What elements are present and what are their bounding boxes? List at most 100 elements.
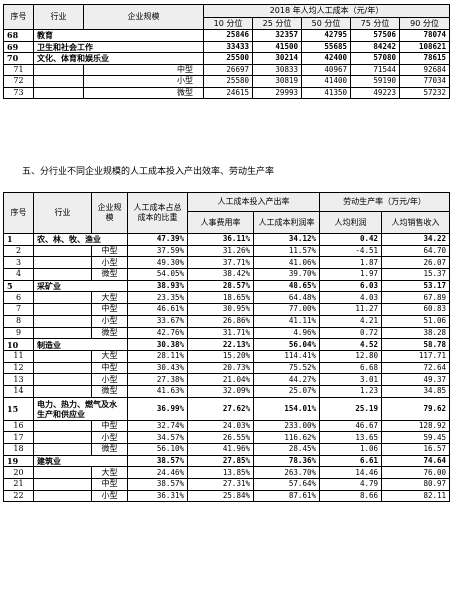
table-row: 72 小型 25580 30819 41400 59190 77034 bbox=[3, 75, 451, 88]
row-value: 41.63% bbox=[127, 384, 188, 398]
row-seq: 16 bbox=[3, 419, 34, 433]
row-scale: 小型 bbox=[91, 373, 128, 386]
row-value: 24.46% bbox=[127, 466, 188, 480]
row-value: 47.39% bbox=[127, 233, 188, 246]
row-value: 28.57% bbox=[187, 279, 254, 293]
row-value: 30.43% bbox=[127, 361, 188, 375]
row-value: 78074 bbox=[398, 29, 451, 42]
row-scale: 中型 bbox=[91, 244, 128, 258]
header-personnel-cost-rate: 人事费用率 bbox=[187, 211, 254, 234]
row-industry: 电力、热力、燃气及水生产和供应业 bbox=[33, 396, 128, 421]
row-value: 16.57 bbox=[380, 443, 451, 456]
row-value: 4.21 bbox=[319, 314, 382, 328]
row-value: 4.96% bbox=[253, 326, 320, 340]
row-seq: 13 bbox=[3, 373, 34, 386]
row-value: 263.70% bbox=[253, 466, 320, 480]
row-scale: 小型 bbox=[91, 489, 128, 503]
row-scale: 小型 bbox=[83, 75, 204, 88]
row-seq: 22 bbox=[3, 489, 34, 503]
row-industry: 文化、体育和娱乐业 bbox=[33, 52, 204, 65]
row-scale: 微型 bbox=[83, 86, 204, 99]
row-value: 0.72 bbox=[319, 326, 382, 340]
row-value: 8.66 bbox=[319, 489, 382, 503]
row-value: 38.57% bbox=[127, 478, 188, 491]
table-row: 70 文化、体育和娱乐业 25500 30214 42400 57080 78615 bbox=[3, 52, 451, 65]
row-value: 233.00% bbox=[253, 419, 320, 433]
header-cost-profit-rate: 人工成本利润率 bbox=[253, 211, 320, 234]
row-value: 60.83 bbox=[380, 303, 451, 316]
table-row: 5 采矿业 38.93% 28.57% 48.65% 6.03 53.17 bbox=[3, 279, 451, 293]
row-value: 42795 bbox=[301, 29, 351, 42]
row-value: 116.62% bbox=[253, 431, 320, 444]
row-industry: 教育 bbox=[33, 29, 204, 42]
row-seq: 1 bbox=[3, 233, 34, 246]
header-scale: 企业规模 bbox=[83, 4, 204, 30]
row-value: 27.31% bbox=[187, 478, 254, 491]
row-industry: 卫生和社会工作 bbox=[33, 40, 204, 53]
row-industry bbox=[33, 86, 84, 99]
row-value: 21.04% bbox=[187, 373, 254, 386]
table-row: 8 小型 33.67% 26.86% 41.11% 4.21 51.06 bbox=[3, 314, 451, 328]
row-value: 32357 bbox=[252, 29, 302, 42]
row-value: 38.42% bbox=[187, 268, 254, 281]
row-value: 64.48% bbox=[253, 291, 320, 305]
row-industry bbox=[33, 326, 92, 340]
row-value: 26.07 bbox=[380, 256, 451, 270]
row-value: 38.28 bbox=[380, 326, 451, 340]
row-value: 32.74% bbox=[127, 419, 188, 433]
row-value: 14.46 bbox=[319, 466, 382, 480]
row-value: 1.87 bbox=[319, 256, 382, 270]
header-profit-per-capita: 人均利润 bbox=[319, 211, 382, 234]
row-value: 38.57% bbox=[127, 454, 188, 468]
table-row: 68 教育 25846 32357 42795 57506 78074 bbox=[3, 29, 451, 42]
row-value: 41400 bbox=[301, 75, 351, 88]
row-value: 26.55% bbox=[187, 431, 254, 444]
row-scale: 小型 bbox=[91, 256, 128, 270]
row-value: 31.26% bbox=[187, 244, 254, 258]
row-value: 27.85% bbox=[187, 454, 254, 468]
header-scale: 企业规模 bbox=[91, 192, 128, 234]
row-industry bbox=[33, 478, 92, 491]
row-industry bbox=[33, 268, 92, 281]
row-value: 37.59% bbox=[127, 244, 188, 258]
row-value: 59.45 bbox=[380, 431, 451, 444]
row-industry bbox=[33, 349, 92, 363]
row-value: 4.52 bbox=[319, 338, 382, 351]
table-row: 14 微型 41.63% 32.09% 25.07% 1.23 34.85 bbox=[3, 384, 451, 398]
row-value: 57.64% bbox=[253, 478, 320, 491]
row-seq: 11 bbox=[3, 349, 34, 363]
row-scale: 大型 bbox=[91, 349, 128, 363]
row-value: 28.11% bbox=[127, 349, 188, 363]
row-value: 30833 bbox=[252, 63, 302, 76]
table-row: 13 小型 27.38% 21.04% 44.27% 3.01 49.37 bbox=[3, 373, 451, 386]
row-value: 59190 bbox=[350, 75, 400, 88]
row-value: 36.99% bbox=[127, 396, 188, 421]
row-value: 72.64 bbox=[380, 361, 451, 375]
row-value: 24.03% bbox=[187, 419, 254, 433]
row-value: 11.57% bbox=[253, 244, 320, 258]
table-row: 19 建筑业 38.57% 27.85% 78.36% 6.61 74.64 bbox=[3, 454, 451, 468]
row-industry bbox=[33, 361, 92, 375]
row-value: 15.20% bbox=[187, 349, 254, 363]
row-value: 29993 bbox=[252, 86, 302, 99]
row-industry: 采矿业 bbox=[33, 279, 128, 293]
row-value: 37.71% bbox=[187, 256, 254, 270]
row-value: 49.30% bbox=[127, 256, 188, 270]
row-industry bbox=[33, 489, 92, 503]
row-value: 6.03 bbox=[319, 279, 382, 293]
row-value: 32.09% bbox=[187, 384, 254, 398]
section-title: 五、分行业不同企业规模的人工成本投入产出效率、劳动生产率 bbox=[22, 167, 275, 177]
row-scale: 微型 bbox=[91, 268, 128, 281]
row-value: 18.65% bbox=[187, 291, 254, 305]
row-seq: 72 bbox=[3, 75, 34, 88]
row-value: 92684 bbox=[398, 63, 451, 76]
row-seq: 21 bbox=[3, 478, 34, 491]
row-value: 11.27 bbox=[319, 303, 382, 316]
row-value: 25.07% bbox=[253, 384, 320, 398]
row-seq: 9 bbox=[3, 326, 34, 340]
row-scale: 中型 bbox=[91, 419, 128, 433]
row-scale: 微型 bbox=[91, 443, 128, 456]
row-value: 34.12% bbox=[253, 233, 320, 246]
row-value: 44.27% bbox=[253, 373, 320, 386]
row-value: 33.67% bbox=[127, 314, 188, 328]
